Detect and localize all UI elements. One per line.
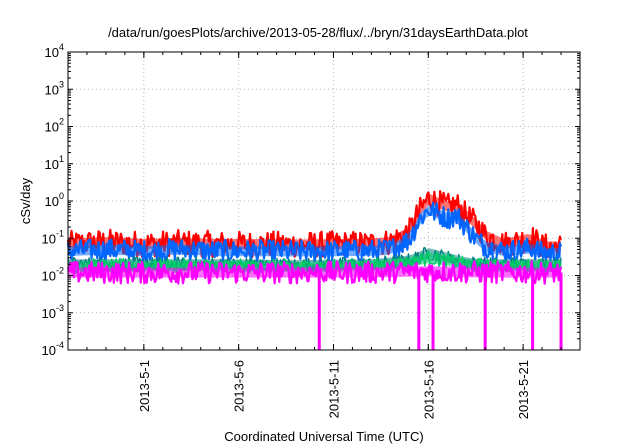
y-tick-label: 10-3 <box>42 303 64 321</box>
y-tick-label: 103 <box>45 79 64 97</box>
y-tick-label: 10-1 <box>42 228 64 246</box>
y-tick-label: 102 <box>45 117 64 135</box>
y-axis: 10-4 10-3 10-2 10-1 100 101 102 103 104 <box>42 42 580 358</box>
y-tick-label: 100 <box>45 191 64 209</box>
grid <box>68 52 580 350</box>
series-band <box>68 266 561 278</box>
chart-title: /data/run/goesPlots/archive/2013-05-28/f… <box>108 25 528 40</box>
series-band <box>68 204 561 259</box>
x-axis-label: Coordinated Universal Time (UTC) <box>224 429 423 444</box>
y-tick-label: 10-2 <box>42 266 64 284</box>
series-layer <box>66 190 563 350</box>
x-axis: 2013-5-1 2013-5-6 2013-5-11 2013-5-16 2013-5… <box>67 52 581 419</box>
x-tick-label: 2013-5-11 <box>326 360 341 418</box>
y-tick-label: 10-4 <box>42 340 64 358</box>
x-tick-label: 2013-5-16 <box>421 360 436 419</box>
x-tick-label: 2013-5-6 <box>232 360 247 412</box>
y-tick-label: 101 <box>45 154 64 172</box>
x-tick-label: 2013-5-1 <box>137 360 152 412</box>
y-axis-label: cSv/day <box>18 177 33 224</box>
y-tick-label: 104 <box>45 42 64 60</box>
x-tick-label: 2013-5-21 <box>516 360 531 419</box>
